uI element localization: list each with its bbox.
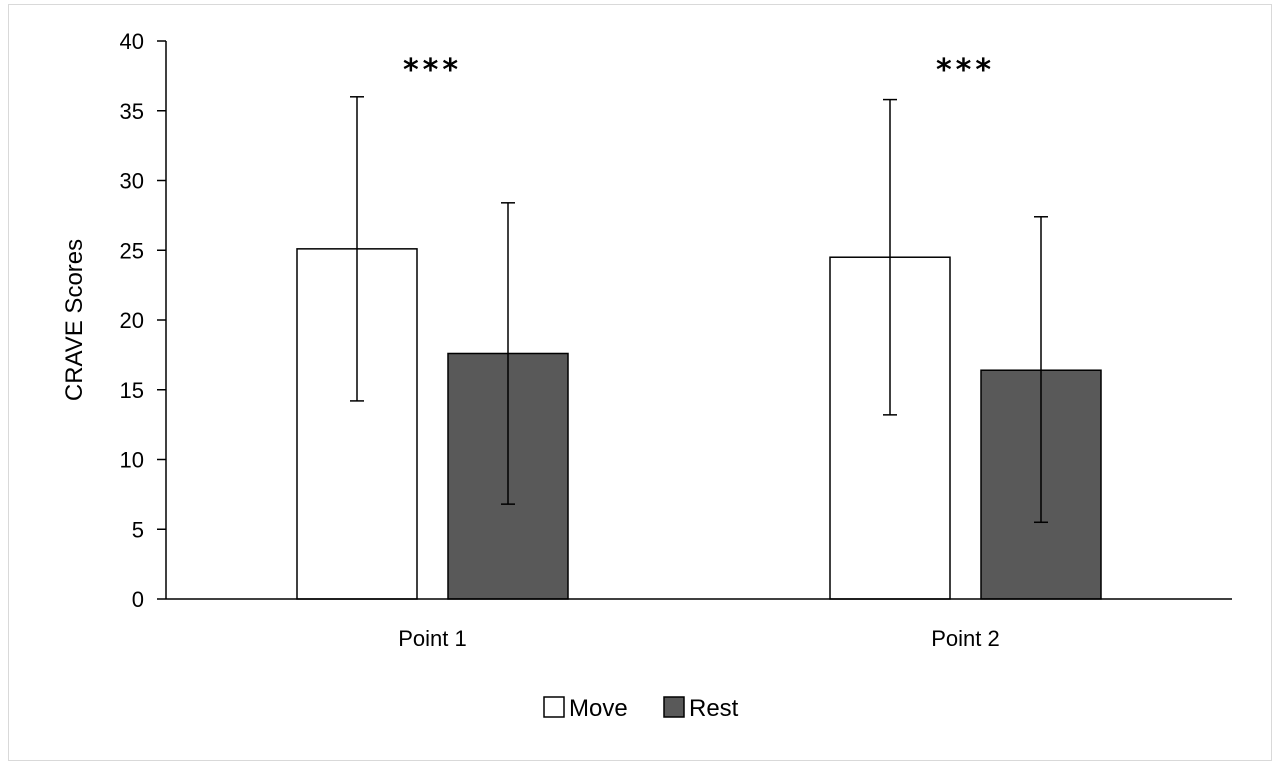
x-category-label: Point 2 bbox=[931, 626, 1000, 651]
error-bars bbox=[350, 96, 1048, 524]
y-tick-label: 0 bbox=[132, 587, 144, 612]
y-tick-label: 15 bbox=[120, 378, 144, 403]
x-category-label: Point 1 bbox=[398, 626, 467, 651]
bars bbox=[296, 248, 1102, 600]
legend-label-rest: Rest bbox=[689, 695, 739, 722]
x-axis: Point 1 Point 2 bbox=[166, 598, 1232, 651]
y-tick-label: 30 bbox=[120, 169, 144, 194]
y-tick-label: 20 bbox=[120, 308, 144, 333]
y-axis: 0 5 10 15 20 25 30 35 40 bbox=[120, 29, 167, 612]
legend-swatch-move bbox=[543, 696, 565, 718]
significance-annotations: *** *** bbox=[403, 53, 995, 88]
y-tick-label: 5 bbox=[132, 517, 144, 542]
y-axis-title: CRAVE Scores bbox=[61, 239, 88, 401]
y-tick-label: 40 bbox=[120, 29, 144, 54]
significance-marker: *** bbox=[403, 53, 462, 88]
y-tick-label: 25 bbox=[120, 238, 144, 263]
legend-label-move: Move bbox=[569, 695, 628, 722]
legend: Move Rest bbox=[543, 695, 739, 722]
significance-marker: *** bbox=[936, 53, 995, 88]
y-tick-label: 10 bbox=[120, 448, 144, 473]
y-tick-label: 35 bbox=[120, 99, 144, 124]
legend-swatch-rest bbox=[663, 696, 685, 718]
